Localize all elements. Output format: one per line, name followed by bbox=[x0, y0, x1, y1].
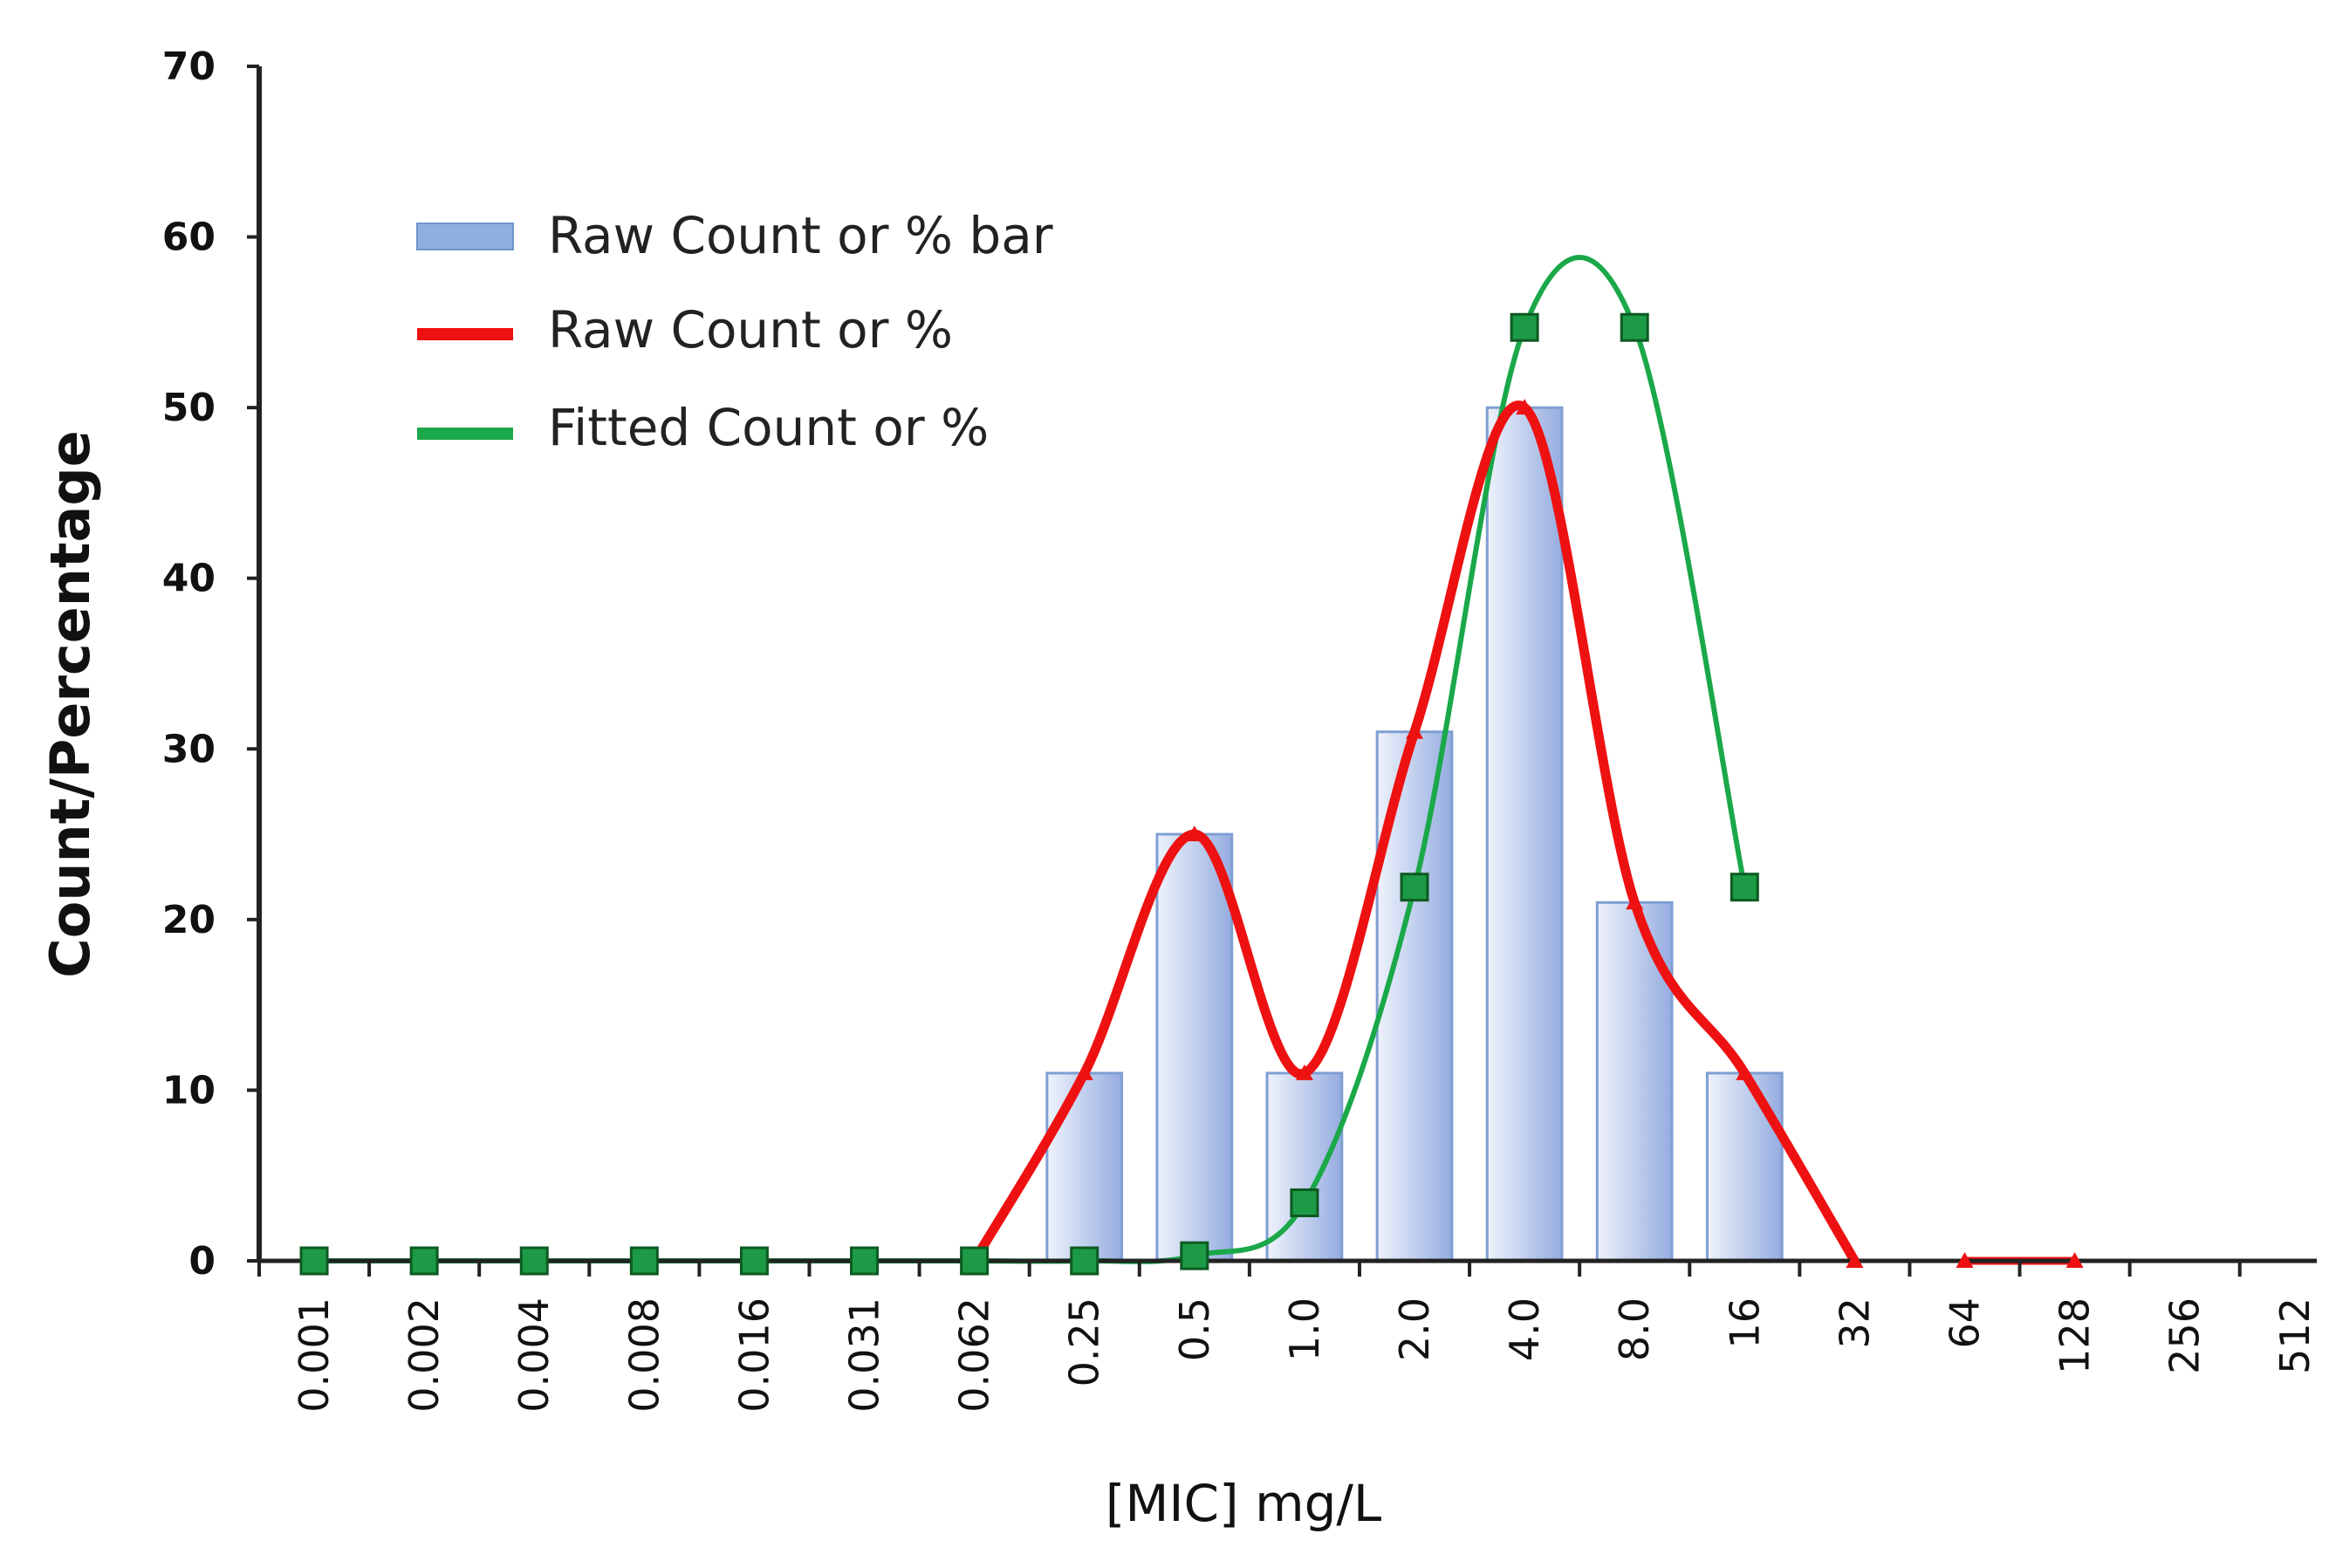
fitted-marker-4 bbox=[739, 1246, 769, 1276]
x-tick-label-6: 0.062 bbox=[951, 1298, 998, 1413]
marker-group bbox=[299, 312, 2084, 1276]
y-ticks-group: 0 10 20 30 40 50 60 70 bbox=[162, 45, 259, 1284]
fitted-marker-6 bbox=[960, 1246, 990, 1276]
fitted-marker-11 bbox=[1510, 312, 1539, 342]
legend-label-bar: Raw Count or % bar bbox=[548, 206, 1053, 265]
y-tick-label-40: 40 bbox=[162, 557, 216, 601]
fitted-marker-3 bbox=[629, 1246, 659, 1276]
fitted-marker-10 bbox=[1400, 873, 1429, 902]
y-tick-label-20: 20 bbox=[162, 898, 216, 942]
raw-marker-5 bbox=[1516, 399, 1534, 415]
x-tick-label-9: 1.0 bbox=[1281, 1298, 1328, 1361]
x-tick-label-8: 0.5 bbox=[1171, 1298, 1218, 1361]
x-tick-label-18: 512 bbox=[2271, 1298, 2319, 1374]
legend-label-fitted-line: Fitted Count or % bbox=[548, 398, 989, 457]
x-tick-label-12: 8.0 bbox=[1611, 1298, 1658, 1361]
raw-marker-3 bbox=[1295, 1064, 1313, 1080]
bar-4 bbox=[1485, 406, 1564, 1263]
fitted-marker-12 bbox=[1620, 312, 1649, 342]
y-tick-label-60: 60 bbox=[162, 216, 216, 260]
bar-2 bbox=[1265, 1072, 1344, 1263]
x-tick-label-15: 64 bbox=[1941, 1298, 1988, 1349]
legend-label-raw-line: Raw Count or % bbox=[548, 300, 953, 359]
x-axis-title: [MIC] mg/L bbox=[1106, 1474, 1382, 1533]
bar-6 bbox=[1705, 1072, 1784, 1263]
y-axis-title: Count/Percentage bbox=[38, 430, 102, 978]
fitted-marker-1 bbox=[409, 1246, 439, 1276]
legend-item-raw-line: Raw Count or % bbox=[417, 300, 953, 359]
y-tick-label-10: 10 bbox=[162, 1068, 216, 1113]
fitted-marker-9 bbox=[1290, 1188, 1319, 1218]
y-tick-label-70: 70 bbox=[162, 45, 216, 89]
x-tick-label-11: 4.0 bbox=[1501, 1298, 1548, 1361]
raw-marker-1 bbox=[1075, 1064, 1093, 1080]
raw-marker-10 bbox=[2065, 1252, 2084, 1268]
y-tick-label-0: 0 bbox=[188, 1239, 216, 1284]
x-tick-label-4: 0.016 bbox=[730, 1298, 777, 1413]
x-tick-label-0: 0.001 bbox=[291, 1298, 338, 1413]
y-tick-label-30: 30 bbox=[162, 727, 216, 771]
raw-marker-4 bbox=[1406, 722, 1424, 739]
x-tick-label-10: 2.0 bbox=[1391, 1298, 1438, 1361]
fitted-marker-8 bbox=[1180, 1241, 1209, 1270]
x-ticks-group: 0.001 0.002 0.004 0.008 0.016 0.031 0.062 0.25 0… bbox=[257, 1261, 2319, 1413]
y-tick-label-50: 50 bbox=[162, 386, 216, 430]
fitted-marker-13 bbox=[1730, 873, 1759, 902]
raw-marker-2 bbox=[1185, 825, 1203, 842]
raw-marker-7 bbox=[1736, 1064, 1754, 1080]
raw-line bbox=[969, 401, 1860, 1263]
raw-marker-8 bbox=[1846, 1252, 1864, 1268]
legend-swatch-bar bbox=[416, 223, 514, 250]
x-tick-label-14: 32 bbox=[1831, 1298, 1878, 1349]
fitted-marker-7 bbox=[1070, 1246, 1099, 1276]
x-tick-label-13: 16 bbox=[1721, 1298, 1768, 1349]
fitted-marker-0 bbox=[299, 1246, 329, 1276]
x-tick-label-2: 0.004 bbox=[510, 1298, 558, 1413]
legend: Raw Count or % bar Raw Count or % Fitted… bbox=[416, 206, 1053, 457]
x-tick-label-5: 0.031 bbox=[841, 1298, 888, 1413]
fitted-marker-2 bbox=[519, 1246, 549, 1276]
x-tick-label-1: 0.002 bbox=[401, 1298, 448, 1413]
fitted-marker-5 bbox=[850, 1246, 880, 1276]
bar-1 bbox=[1155, 832, 1234, 1263]
x-tick-label-7: 0.25 bbox=[1061, 1298, 1108, 1387]
x-tick-label-3: 0.008 bbox=[620, 1298, 668, 1413]
legend-item-bar: Raw Count or % bar bbox=[416, 206, 1053, 265]
raw-marker-9 bbox=[1956, 1252, 1974, 1268]
x-tick-label-17: 256 bbox=[2161, 1298, 2209, 1374]
bar-series-group bbox=[1045, 406, 1784, 1263]
x-tick-label-16: 128 bbox=[2052, 1298, 2099, 1374]
raw-marker-6 bbox=[1626, 894, 1644, 910]
bar-0 bbox=[1045, 1072, 1124, 1263]
legend-item-fitted-line: Fitted Count or % bbox=[417, 398, 989, 457]
